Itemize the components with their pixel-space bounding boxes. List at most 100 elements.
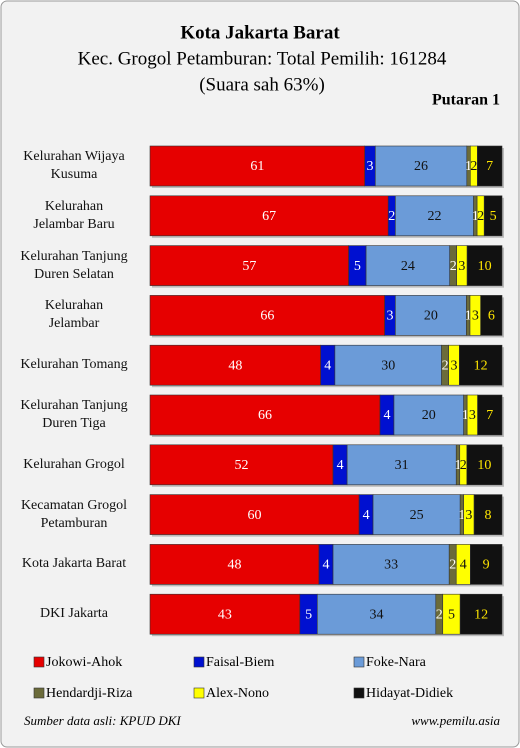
bar-segment <box>372 494 461 535</box>
value-label: 5 <box>448 607 455 622</box>
category-label: Kelurahan Jelambar Baru <box>33 198 115 232</box>
value-label: 12 <box>474 607 488 622</box>
value-label: 3 <box>451 358 458 373</box>
value-label: 26 <box>414 159 428 174</box>
legend-label: Hendardji-Riza <box>46 686 133 701</box>
value-label: 22 <box>427 209 441 224</box>
value-label: 4 <box>323 558 330 573</box>
legend-marker <box>193 656 205 668</box>
category-label: Kelurahan Wijaya Kusuma <box>23 149 125 182</box>
note: (Suara sah 63%) <box>199 74 325 95</box>
legend-marker <box>193 687 205 699</box>
bar-segment <box>393 394 464 436</box>
bar-segment <box>149 344 321 386</box>
value-label: 2 <box>470 159 477 174</box>
bar-segment <box>477 394 503 436</box>
value-label: 1 <box>462 408 469 423</box>
bar-segment <box>395 295 467 336</box>
value-label: 2 <box>436 607 443 622</box>
category-label: Kelurahan Tanjung Duren Tiga <box>20 398 128 431</box>
value-label: 43 <box>218 607 232 622</box>
value-label: 24 <box>401 259 415 274</box>
value-label: 52 <box>235 458 249 473</box>
legend-label: Jokowi-Ahok <box>46 655 122 670</box>
legend-marker <box>33 656 45 668</box>
value-label: 7 <box>486 408 493 423</box>
value-label: 2 <box>442 358 449 373</box>
bar-segment <box>149 593 301 635</box>
category-label: Kelurahan Tomang <box>20 357 128 373</box>
bar-segment <box>466 245 503 286</box>
bar-segment <box>316 593 437 635</box>
bar-segment <box>365 245 451 286</box>
value-label: 1 <box>472 209 479 224</box>
value-label: 10 <box>477 458 491 473</box>
value-label: 4 <box>363 508 370 523</box>
value-label: 2 <box>449 558 456 573</box>
value-label: 4 <box>324 358 331 373</box>
value-label: 1 <box>465 309 472 324</box>
value-label: 20 <box>422 408 436 423</box>
bar-segment <box>480 295 503 336</box>
legend-marker <box>353 656 365 668</box>
value-label: 57 <box>242 259 256 274</box>
value-label: 66 <box>258 408 272 423</box>
bar-segment <box>149 145 366 187</box>
legend-label: Alex-Nono <box>206 686 269 701</box>
subtitle: Kec. Grogol Petamburan: Total Pemilih: 1… <box>78 48 447 69</box>
value-label: 34 <box>370 607 384 622</box>
bar-segment <box>149 394 381 436</box>
bar-segment <box>346 444 457 486</box>
bar-segment <box>477 145 503 187</box>
legend-marker <box>33 687 45 699</box>
value-label: 3 <box>469 408 476 423</box>
category-label: Kelurahan Jelambar <box>44 298 104 332</box>
website: www.pemilu.asia <box>411 713 500 728</box>
value-label: 5 <box>354 259 361 274</box>
value-label: 30 <box>381 358 395 373</box>
bar-segment <box>473 494 503 535</box>
value-label: 60 <box>248 508 262 523</box>
value-label: 5 <box>305 607 312 622</box>
value-label: 4 <box>383 408 390 423</box>
round-label: Putaran 1 <box>432 92 500 109</box>
value-label: 5 <box>490 209 497 224</box>
value-label: 1 <box>455 458 462 473</box>
value-label: 3 <box>387 309 394 324</box>
value-label: 3 <box>458 259 465 274</box>
value-label: 1 <box>458 508 465 523</box>
category-label: Kelurahan Grogol <box>23 456 125 472</box>
bar-segment <box>149 295 385 336</box>
value-label: 61 <box>250 159 264 174</box>
legend-label: Faisal-Biem <box>206 655 275 670</box>
bar-segment <box>149 544 320 585</box>
bar-segment <box>395 195 474 237</box>
value-label: 20 <box>424 309 438 324</box>
legend-marker <box>353 687 365 699</box>
bar-segment <box>459 593 503 635</box>
value-label: 12 <box>474 358 488 373</box>
value-label: 48 <box>228 358 242 373</box>
value-label: 2 <box>388 209 395 224</box>
value-label: 7 <box>486 159 493 174</box>
value-label: 1 <box>465 159 472 174</box>
legend-label: Hidayat-Didiek <box>366 686 453 701</box>
value-label: 3 <box>472 309 479 324</box>
value-label: 2 <box>460 458 467 473</box>
source: Sumber data asli: KPUD DKI <box>24 713 181 728</box>
value-label: 67 <box>262 209 276 224</box>
value-label: 66 <box>260 309 274 324</box>
value-label: 10 <box>478 259 492 274</box>
category-label: Kota Jakarta Barat <box>21 556 127 572</box>
bar-segment <box>149 494 360 535</box>
category-label: DKI Jakarta <box>39 606 109 622</box>
value-label: 3 <box>367 159 374 174</box>
value-label: 48 <box>227 558 241 573</box>
value-label: 33 <box>384 558 398 573</box>
value-label: 2 <box>477 209 484 224</box>
category-label: Kelurahan Tanjung Duren Selatan <box>20 248 128 282</box>
bar-segment <box>483 195 503 237</box>
legend-label: Foke-Nara <box>366 655 427 670</box>
